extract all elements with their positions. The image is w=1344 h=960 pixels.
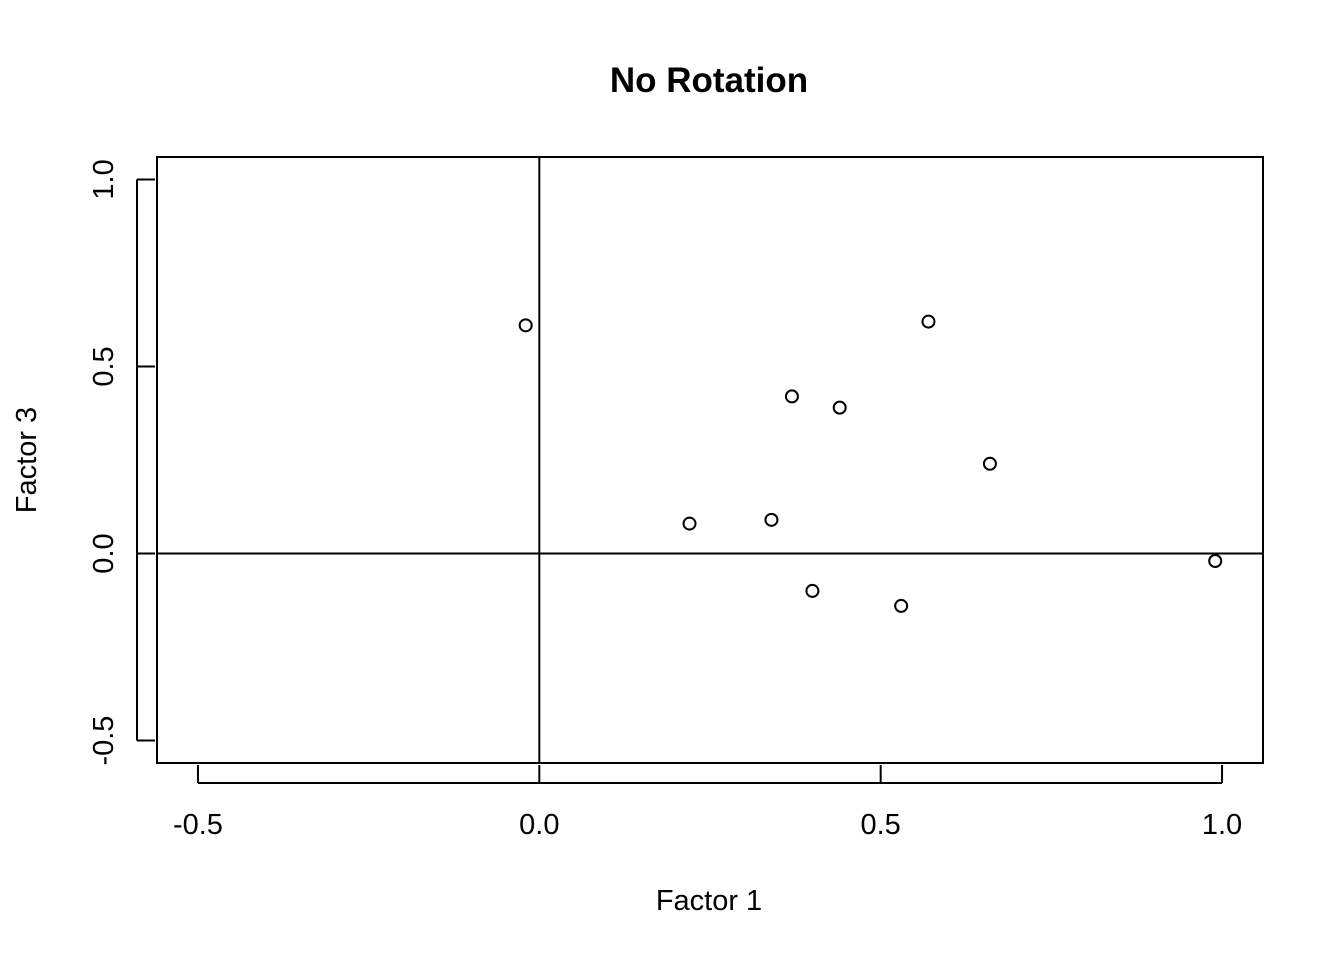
data-point xyxy=(682,516,697,531)
reference-lines xyxy=(157,157,1263,763)
data-point xyxy=(518,318,533,333)
y-tick-label: 0.0 xyxy=(88,533,120,573)
x-axis-label: Factor 1 xyxy=(656,885,762,917)
x-tick-label: 0.5 xyxy=(861,809,901,841)
chart-title: No Rotation xyxy=(610,61,808,100)
y-tick-label: 0.5 xyxy=(88,346,120,386)
x-tick-label: 0.0 xyxy=(519,809,559,841)
y-tick-label: -0.5 xyxy=(88,716,120,766)
data-point xyxy=(894,598,909,613)
y-axis-label: Factor 3 xyxy=(11,407,43,513)
x-tick-label: 1.0 xyxy=(1202,809,1242,841)
data-points xyxy=(518,314,1223,613)
x-tick-label: -0.5 xyxy=(173,809,223,841)
x-axis: -0.5 0.0 0.5 1.0 xyxy=(173,765,1242,841)
y-axis: -0.5 0.0 0.5 1.0 xyxy=(88,159,155,766)
data-point xyxy=(805,583,820,598)
y-tick-label: 1.0 xyxy=(88,159,120,199)
data-point xyxy=(921,314,936,329)
data-point xyxy=(832,400,847,415)
plot-frame xyxy=(156,156,1264,764)
data-point xyxy=(764,512,779,527)
data-point xyxy=(784,389,799,404)
data-point xyxy=(1208,554,1223,568)
data-point xyxy=(982,456,997,471)
